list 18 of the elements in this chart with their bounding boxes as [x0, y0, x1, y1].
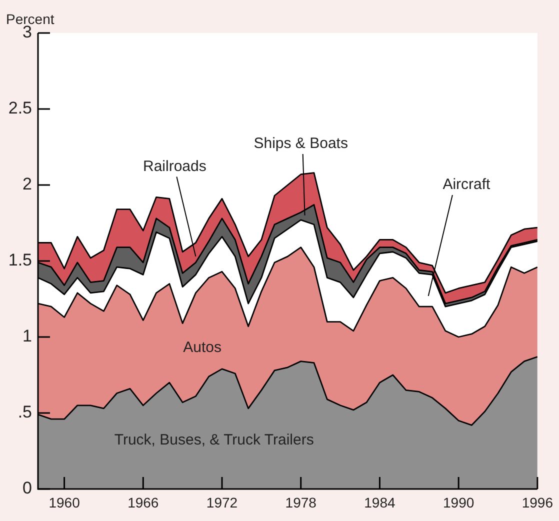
y-tick-label: 1	[22, 326, 32, 346]
x-tick-label: 1960	[48, 494, 80, 510]
series-label: Truck, Buses, & Truck Trailers	[114, 432, 314, 448]
x-tick-label: 1966	[128, 494, 159, 510]
y-tick-label: 1.5	[8, 250, 32, 270]
x-tick-label: 1972	[206, 494, 238, 510]
y-tick-label: 2.5	[8, 98, 32, 118]
x-tick-label: 1990	[442, 494, 474, 510]
y-tick-label: 0	[22, 478, 32, 498]
x-tick-label: 1978	[285, 494, 317, 510]
series-label: Railroads	[143, 158, 206, 175]
text: Ships & Boats	[254, 135, 348, 152]
y-tick-label: 2	[22, 174, 32, 194]
y-tick-label: .5	[18, 402, 32, 422]
x-tick-label: 1984	[364, 494, 396, 510]
series-label: Autos	[183, 338, 222, 356]
x-tick-label: 1996	[522, 494, 554, 510]
text: Aircraft	[442, 176, 492, 194]
